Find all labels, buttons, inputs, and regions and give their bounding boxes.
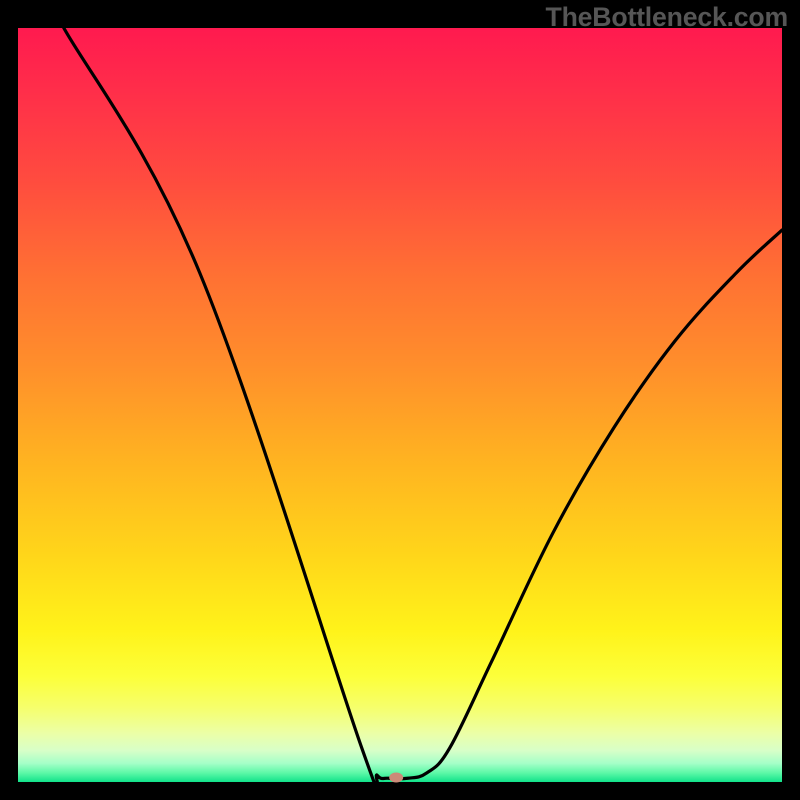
watermark-text: TheBottleneck.com — [546, 2, 788, 33]
bottleneck-chart — [0, 0, 800, 800]
chart-container: TheBottleneck.com — [0, 0, 800, 800]
notch-marker — [389, 772, 403, 782]
